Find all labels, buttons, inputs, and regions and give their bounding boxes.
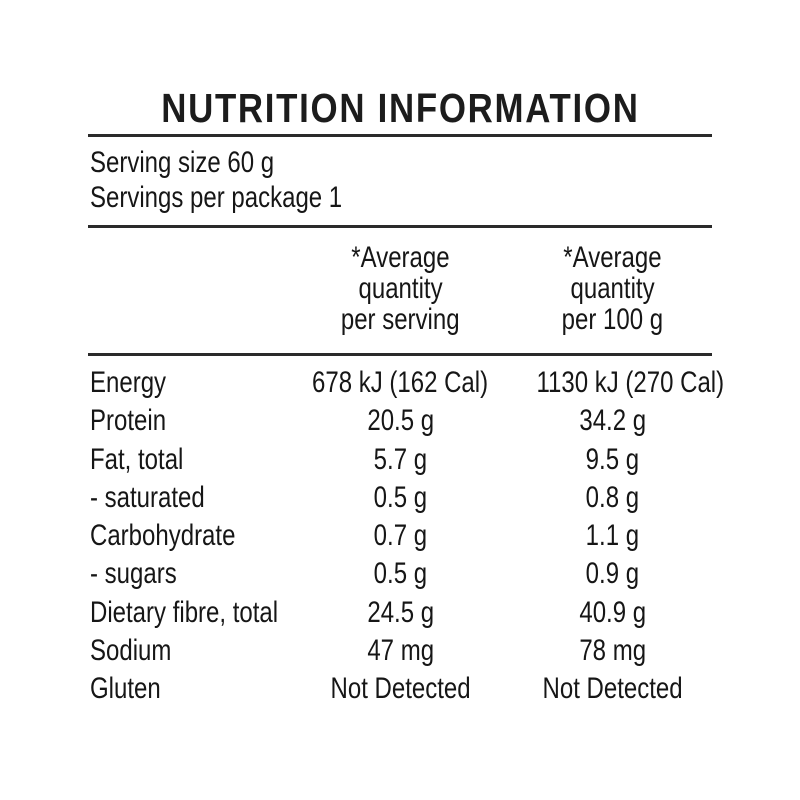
panel-title: NUTRITION INFORMATION [88, 85, 712, 131]
value-per-serving: 20.5 g [367, 404, 434, 438]
value-per-serving: 0.5 g [373, 480, 428, 514]
divider-under-headers [88, 353, 712, 356]
divider-under-title [88, 134, 712, 137]
value-per-100g: 78 mg [579, 634, 646, 668]
value-per-serving: 678 kJ (162 Cal) [312, 366, 489, 399]
value-per-serving: 0.7 g [373, 519, 428, 553]
nutrient-name: Gluten [90, 672, 161, 706]
value-per-100g: 9.5 g [585, 442, 640, 476]
header-nutrient-spacer [88, 242, 288, 335]
value-per-100g: 0.9 g [585, 557, 640, 591]
column-headers: *Average quantity per serving *Average q… [88, 228, 712, 353]
nutrient-name: - sugars [90, 557, 177, 591]
nutrient-name: - saturated [90, 480, 205, 514]
nutrient-table: Energy 678 kJ (162 Cal) 1130 kJ (270 Cal… [88, 356, 725, 709]
divider-under-serving [88, 225, 712, 228]
serving-size-line: Serving size 60 g [90, 146, 275, 179]
nutrition-panel: NUTRITION INFORMATION Serving size 60 g … [88, 0, 725, 709]
header-per-100g: *Average quantity per 100 g [561, 241, 664, 336]
value-per-100g: 1130 kJ (270 Cal) [536, 366, 725, 399]
value-per-100g: 1.1 g [585, 519, 640, 553]
table-row-saturated-fat: - saturated 0.5 g 0.8 g [88, 479, 712, 517]
nutrient-name: Carbohydrate [90, 519, 236, 553]
serving-info: Serving size 60 g Servings per package 1 [88, 137, 712, 225]
servings-per-package-line: Servings per package 1 [90, 181, 343, 214]
value-per-100g: Not Detected [542, 672, 683, 706]
nutrient-name: Protein [90, 404, 167, 438]
value-per-100g: 34.2 g [579, 404, 646, 438]
table-row-energy: Energy 678 kJ (162 Cal) 1130 kJ (270 Cal… [88, 364, 725, 402]
panel-title-text: NUTRITION INFORMATION [160, 85, 640, 131]
nutrient-name: Dietary fibre, total [90, 595, 279, 629]
nutrient-name: Energy [90, 366, 167, 399]
value-per-serving: Not Detected [330, 672, 471, 706]
table-row-carbohydrate: Carbohydrate 0.7 g 1.1 g [88, 517, 712, 555]
nutrient-name: Fat, total [90, 442, 184, 476]
value-per-serving: 5.7 g [373, 442, 428, 476]
value-per-serving: 0.5 g [373, 557, 428, 591]
table-row-dietary-fibre: Dietary fibre, total 24.5 g 40.9 g [88, 594, 712, 632]
header-per-serving: *Average quantity per serving [341, 241, 460, 336]
table-row-sodium: Sodium 47 mg 78 mg [88, 632, 712, 670]
nutrient-name: Sodium [90, 634, 172, 668]
value-per-serving: 47 mg [367, 634, 434, 668]
table-row-fat-total: Fat, total 5.7 g 9.5 g [88, 441, 712, 479]
value-per-100g: 0.8 g [585, 480, 640, 514]
table-row-protein: Protein 20.5 g 34.2 g [88, 402, 712, 440]
table-row-sugars: - sugars 0.5 g 0.9 g [88, 555, 712, 593]
value-per-serving: 24.5 g [367, 595, 434, 629]
value-per-100g: 40.9 g [579, 595, 646, 629]
table-row-gluten: Gluten Not Detected Not Detected [88, 670, 712, 708]
